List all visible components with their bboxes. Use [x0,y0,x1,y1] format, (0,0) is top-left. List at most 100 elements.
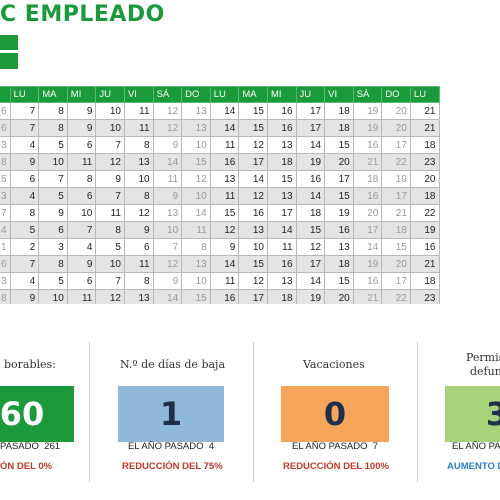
calendar-day-cell: 10 [95,102,125,120]
calendar-day-cell: 17 [352,221,383,239]
calendar-day-cell: 11 [123,255,154,273]
panel-separator [417,342,418,482]
calendar-day-cell: 23 [409,289,440,304]
bereavement-title: Permis [466,351,500,364]
calendar-day-cell: 16 [209,153,240,171]
calendar-day-cell: 9 [66,119,97,137]
calendar-day-cell: 8 [38,102,68,120]
calendar-day-cell: 17 [324,170,354,188]
calendar-day-cell: 19 [352,255,383,273]
last-year-value: 261 [44,441,61,452]
calendar-day-cell: 10 [123,170,154,188]
calendar-day-cell: 12 [238,272,268,290]
weekday-header: VI [324,86,354,103]
vacation-value: 0 [323,395,347,433]
calendar-day-cell: 21 [409,119,440,137]
calendar-day-cell: 6 [0,255,11,273]
bereavement-last-year: EL AÑO PA [452,441,500,452]
calendar-row: 6 7 8 9 10 11 12 13 14 15 16 17 18 19 20 21 [0,119,440,137]
calendar-day-cell: 13 [181,102,211,120]
calendar-day-cell: 10 [95,119,125,137]
working-days-last-year: PASADO 261 [0,441,60,452]
calendar-day-cell: 19 [381,170,411,188]
calendar-day-cell: 17 [381,187,411,205]
calendar-day-cell: 20 [381,119,411,137]
calendar-day-cell: 8 [181,238,211,256]
working-days-change: ÓN DEL 0% [0,461,53,472]
calendar-day-cell: 9 [123,221,154,239]
weekday-header: SÁ [352,86,383,103]
calendar-day-cell: 9 [209,238,240,256]
weekday-header: LU [409,86,440,103]
weekday-header: MI [266,86,297,103]
last-year-label: PASADO [0,441,39,452]
calendar-day-cell: 18 [352,170,383,188]
calendar-day-cell: 23 [409,153,440,171]
calendar-day-cell: 7 [9,102,40,120]
calendar-day-cell: 11 [66,289,97,304]
calendar-row: 4 5 6 7 8 9 10 11 12 13 14 15 16 17 18 19 [0,221,440,239]
calendar-day-cell: 21 [409,255,440,273]
calendar-day-cell: 12 [95,153,125,171]
calendar-day-cell: 8 [9,204,40,222]
calendar-day-cell: 19 [409,221,440,239]
calendar-day-cell: 10 [95,255,125,273]
weekday-header: VI [123,86,154,103]
weekday-header: DO [181,86,211,103]
calendar-day-cell: 7 [9,255,40,273]
calendar-day-cell: 15 [324,272,354,290]
calendar-day-cell: 16 [352,136,383,154]
weekday-header: MA [238,86,268,103]
calendar-day-cell: 13 [266,187,297,205]
calendar-day-cell: 22 [409,204,440,222]
calendar-day-cell: 17 [295,102,326,120]
calendar-day-cell: 9 [9,289,40,304]
calendar-day-cell: 10 [66,204,97,222]
calendar-day-cell: 19 [352,119,383,137]
calendar-day-cell: 13 [266,272,297,290]
bereavement-change: AUMENTO D [447,461,500,472]
calendar-day-cell: 6 [0,119,11,137]
calendar-day-cell: 12 [152,255,183,273]
calendar-day-cell: 16 [266,102,297,120]
calendar-day-cell: 11 [123,102,154,120]
calendar-row: 3 4 5 6 7 8 9 10 11 12 13 14 15 16 17 18 [0,272,440,290]
calendar-day-cell: 3 [0,187,11,205]
calendar-day-cell: 15 [209,204,240,222]
working-days-value: 60 [0,395,45,433]
calendar-day-cell: 8 [0,153,11,171]
last-year-value: 4 [208,441,215,452]
sick-days-value-box: 1 [118,386,224,442]
calendar-row: 5 6 7 8 9 10 11 12 13 14 15 16 17 18 19 20 [0,170,440,188]
calendar-day-cell: 18 [409,272,440,290]
calendar-day-cell: 11 [123,119,154,137]
calendar-day-cell: 17 [238,153,268,171]
calendar-day-cell: 7 [152,238,183,256]
calendar-day-cell: 8 [0,289,11,304]
calendar-day-cell: 16 [409,238,440,256]
panel-separator [253,342,254,482]
sick-days-last-year: EL AÑO PASADO 4 [128,441,214,452]
calendar-day-cell: 5 [38,272,68,290]
calendar-day-cell: 13 [123,153,154,171]
calendar-day-cell: 21 [409,102,440,120]
calendar-day-cell: 4 [9,272,40,290]
calendar-day-cell: 7 [66,221,97,239]
calendar-day-cell: 14 [295,136,326,154]
weekday-header: JU [295,86,326,103]
calendar-day-cell: 10 [181,272,211,290]
calendar-day-cell: 14 [152,289,183,304]
calendar-day-cell: 16 [266,255,297,273]
weekday-header: LU [209,86,240,103]
calendar-day-cell: 4 [9,136,40,154]
calendar-day-cell: 21 [381,204,411,222]
calendar-day-cell: 6 [123,238,154,256]
calendar-day-cell: 20 [324,289,354,304]
calendar-day-cell: 8 [38,255,68,273]
calendar-day-cell: 14 [295,187,326,205]
calendar-day-cell: 20 [352,204,383,222]
calendar-day-cell: 17 [381,272,411,290]
calendar-row: 1 2 3 4 5 6 7 8 9 10 11 12 13 14 15 16 [0,238,440,256]
calendar-day-cell: 11 [152,170,183,188]
calendar-day-cell: 18 [409,187,440,205]
